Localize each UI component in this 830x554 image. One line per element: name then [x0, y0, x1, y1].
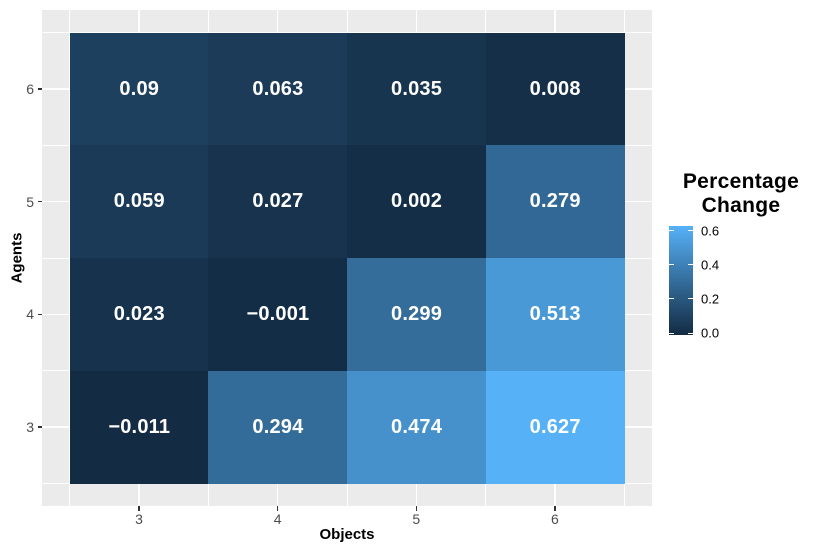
heatmap-cell-value: 0.299	[391, 303, 443, 326]
y-tick-label: 5	[26, 193, 34, 210]
legend-tick-label: 0.2	[701, 291, 720, 307]
heatmap-cell: 0.027	[208, 145, 348, 259]
heatmap-cell: 0.299	[347, 258, 487, 372]
plot-panel: 0.09 0.063 0.035 0.008 0.059 0.027 0.002 0.279 0…	[42, 10, 652, 506]
legend-tick-mark	[688, 298, 693, 300]
heatmap-cell: 0.059	[69, 145, 209, 259]
legend-tick-mark	[688, 264, 693, 266]
legend-colorbar-group: 0.6 0.4 0.2 0.0	[660, 223, 830, 346]
heatmap-cell: 0.002	[347, 145, 487, 259]
y-tick-mark	[37, 88, 42, 90]
heatmap-cell: 0.513	[485, 258, 625, 372]
y-tick-mark	[37, 200, 42, 203]
heatmap-cell: 0.09	[69, 32, 209, 146]
heatmap-cell-value: 0.023	[113, 303, 165, 326]
heatmap-cell-value: 0.008	[529, 77, 581, 100]
x-tick-label: 4	[273, 511, 282, 527]
heatmap-cell-value: 0.09	[119, 77, 160, 100]
legend-tick-mark	[688, 332, 693, 334]
heatmap-cell-value: 0.035	[391, 77, 443, 100]
x-axis-title: Objects	[319, 526, 375, 543]
heatmap-cell-value: 0.279	[529, 190, 581, 213]
legend: Percentage Change 0.6 0.4 0.2 0.0	[660, 170, 830, 346]
x-tick-mark	[138, 506, 140, 511]
y-tick-label: 4	[26, 306, 34, 323]
x-tick-mark	[415, 506, 417, 511]
x-tick-mark	[554, 506, 556, 511]
heatmap-cell: 0.008	[485, 32, 625, 146]
y-tick-label: 6	[26, 80, 34, 97]
heatmap-cell-value: 0.059	[113, 190, 165, 213]
legend-tick-label: 0.6	[701, 223, 720, 239]
y-tick-label: 3	[26, 419, 34, 436]
heatmap-cell: −0.011	[69, 370, 209, 484]
heatmap-cell: 0.063	[208, 32, 348, 146]
heatmap-cell: 0.627	[485, 370, 625, 484]
legend-tick-mark	[669, 264, 674, 266]
y-tick-mark	[37, 313, 42, 316]
heatmap-cell-value: 0.002	[391, 190, 443, 213]
y-tick-mark	[37, 426, 42, 428]
heatmap-cell-value: 0.063	[252, 77, 304, 100]
heatmap-cell-value: 0.027	[252, 190, 304, 213]
legend-colorbar	[669, 226, 693, 335]
y-axis-title: Agents	[8, 232, 26, 284]
legend-tick-label: 0.4	[701, 257, 720, 273]
x-tick-label: 5	[412, 511, 421, 527]
heatmap-cell: 0.294	[208, 370, 348, 484]
heatmap-cell-value: 0.513	[529, 303, 581, 326]
x-tick-mark	[276, 506, 279, 511]
heatmap-cell-value: 0.627	[529, 415, 581, 438]
heatmap-cell-value: 0.294	[252, 415, 304, 438]
x-tick-label: 3	[135, 511, 143, 527]
heatmap-tiles: 0.09 0.063 0.035 0.008 0.059 0.027 0.002 0.279 0…	[42, 10, 652, 506]
legend-tick-mark	[669, 332, 674, 334]
heatmap-cell: 0.279	[485, 145, 625, 259]
legend-tick-mark	[688, 230, 693, 232]
legend-tick-mark	[669, 298, 674, 300]
heatmap-cell: −0.001	[208, 258, 348, 372]
x-tick-label: 6	[551, 511, 559, 527]
heatmap-cell-value: 0.474	[391, 415, 443, 438]
heatmap-cell: 0.035	[347, 32, 487, 146]
legend-tick-label: 0.0	[701, 325, 720, 341]
legend-tick-mark	[669, 230, 674, 232]
heatmap-cell-value: −0.001	[246, 303, 310, 326]
legend-title: Percentage Change	[682, 170, 800, 217]
heatmap-cell: 0.474	[347, 370, 487, 484]
heatmap-cell: 0.023	[69, 258, 209, 372]
heatmap-cell-value: −0.011	[108, 415, 171, 438]
